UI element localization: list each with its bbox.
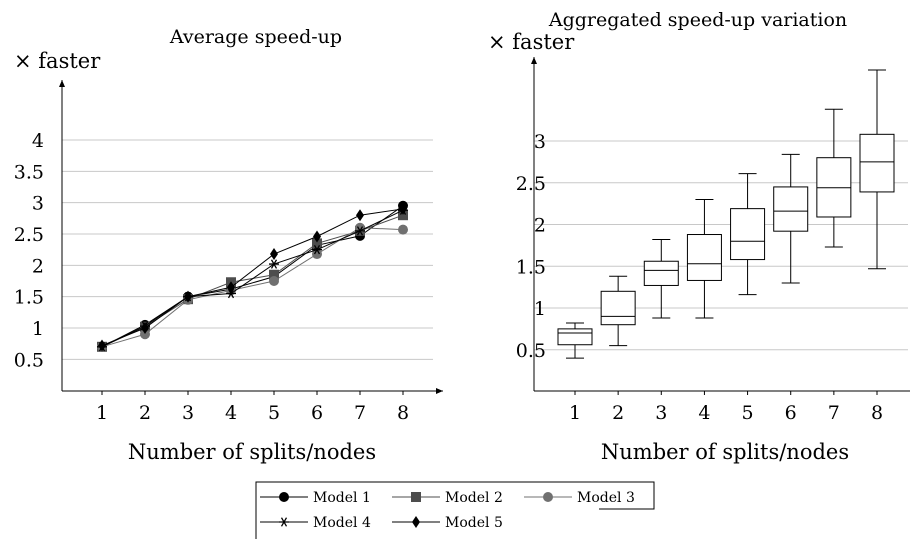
boxplot-1 <box>557 322 593 359</box>
left-x-tick-label: 8 <box>397 402 409 424</box>
series-model-5-point <box>270 248 278 261</box>
legend-item-model-3: Model 3 <box>524 490 635 506</box>
left-y-tick-label: 4 <box>32 130 44 152</box>
boxplot-6 <box>773 153 809 284</box>
boxplot-3 <box>643 239 679 319</box>
legend-marker <box>543 492 553 502</box>
legend-marker <box>411 492 421 502</box>
left-x-tick-label: 3 <box>182 402 194 424</box>
right-x-tick-label: 4 <box>698 402 710 424</box>
legend-marker <box>412 516 420 528</box>
boxplot-8 <box>859 69 895 270</box>
boxplot-5 <box>730 173 766 296</box>
iqr-box <box>600 290 636 326</box>
left-x-tick-label: 4 <box>225 402 237 424</box>
boxplot-7 <box>816 108 852 248</box>
legend: Model 1 Model 2 Model 3 Model 4 Model 5 <box>255 481 655 539</box>
legend-label: Model 2 <box>445 490 503 506</box>
right-y-axis-arrow <box>531 57 537 64</box>
left-x-tick-label: 6 <box>311 402 323 424</box>
left-x-tick-label: 1 <box>96 402 108 424</box>
left-y-tick-label: 3.5 <box>14 161 44 183</box>
left-y-tick-label: 1.5 <box>14 287 44 309</box>
series-model-3-point <box>140 329 150 340</box>
right-y-axis-label: × faster <box>488 30 575 54</box>
legend-label: Model 4 <box>313 515 371 531</box>
series-model-5-point <box>227 281 235 294</box>
series-model-5-point <box>184 290 192 303</box>
series-model-3-point <box>312 249 322 260</box>
left-x-tick-label: 7 <box>354 402 366 424</box>
series-model-5-point <box>313 230 321 243</box>
aggregated-speedup-variation-chart: Aggregated speed-up variation × faster N… <box>488 9 910 464</box>
right-x-tick-label: 1 <box>569 402 581 424</box>
series-model-5-line <box>101 208 404 347</box>
left-y-axis-label: × faster <box>14 49 101 73</box>
right-y-tick-label: 1 <box>534 298 546 320</box>
right-x-tick-label: 2 <box>612 402 624 424</box>
series-model-3-point <box>269 276 279 286</box>
right-x-tick-label: 6 <box>785 402 797 424</box>
right-x-tick-label: 5 <box>742 402 754 424</box>
right-chart-title: Aggregated speed-up variation <box>548 9 847 31</box>
series-model-5-point <box>356 209 364 222</box>
legend-label: Model 1 <box>313 490 371 506</box>
legend-label: Model 3 <box>577 490 635 506</box>
iqr-box <box>643 260 679 286</box>
legend-item-model-1: Model 1 <box>260 490 371 506</box>
legend-marker <box>279 492 289 502</box>
legend-item-model-2: Model 2 <box>392 490 503 506</box>
right-y-tick-label: 3 <box>534 131 546 153</box>
left-y-tick-label: 1 <box>32 318 44 340</box>
legend-item-model-4: Model 4 <box>260 515 371 531</box>
iqr-box <box>859 133 895 193</box>
left-x-tick-label: 2 <box>139 402 151 424</box>
left-x-tick-label: 5 <box>268 402 280 424</box>
left-y-tick-label: 0.5 <box>14 349 44 371</box>
boxplot-2 <box>600 275 636 347</box>
iqr-box <box>730 208 766 261</box>
legend-item-model-5: Model 5 <box>392 515 503 531</box>
left-x-axis-arrow <box>436 388 443 394</box>
left-y-axis-arrow <box>59 80 65 87</box>
series-model-5-point <box>141 322 149 334</box>
series-model-3-line <box>101 227 404 348</box>
series-model-4-point <box>269 259 279 269</box>
series-model-5-point <box>399 202 407 215</box>
legend-marker <box>279 517 289 527</box>
series-model-1-line <box>101 205 404 348</box>
series-model-4-line <box>101 209 404 348</box>
right-y-tick-label: 0.5 <box>516 340 546 362</box>
series-model-2-point <box>269 269 279 280</box>
right-y-tick-label: 2.5 <box>516 173 546 195</box>
legend-label: Model 5 <box>445 515 503 531</box>
left-x-axis-label: Number of splits/nodes <box>128 440 376 464</box>
left-chart-title: Average speed-up <box>169 26 342 48</box>
series-model-2-point <box>312 238 322 249</box>
series-model-4-point <box>355 226 365 236</box>
boxplot-4 <box>686 198 722 319</box>
left-y-tick-label: 2.5 <box>14 224 44 246</box>
average-speedup-chart: Average speed-up × faster Number of spli… <box>14 26 443 464</box>
series-model-4-point <box>312 245 322 255</box>
right-x-axis-label: Number of splits/nodes <box>601 440 849 464</box>
series-model-5-point <box>98 339 106 352</box>
right-x-tick-label: 3 <box>655 402 667 424</box>
series-model-3 <box>97 222 408 352</box>
iqr-box <box>773 186 809 232</box>
right-y-tick-label: 2 <box>534 215 546 237</box>
iqr-box <box>557 328 593 346</box>
legend-frame <box>255 481 655 539</box>
series-model-5 <box>98 202 407 352</box>
right-x-tick-label: 7 <box>828 402 840 424</box>
iqr-box <box>686 234 722 281</box>
left-y-tick-label: 3 <box>32 193 44 215</box>
left-y-tick-label: 2 <box>32 255 44 277</box>
series-model-3-point <box>398 224 408 235</box>
series-model-2-point <box>398 210 408 221</box>
right-x-tick-label: 8 <box>871 402 883 424</box>
right-y-tick-label: 1.5 <box>516 256 546 278</box>
